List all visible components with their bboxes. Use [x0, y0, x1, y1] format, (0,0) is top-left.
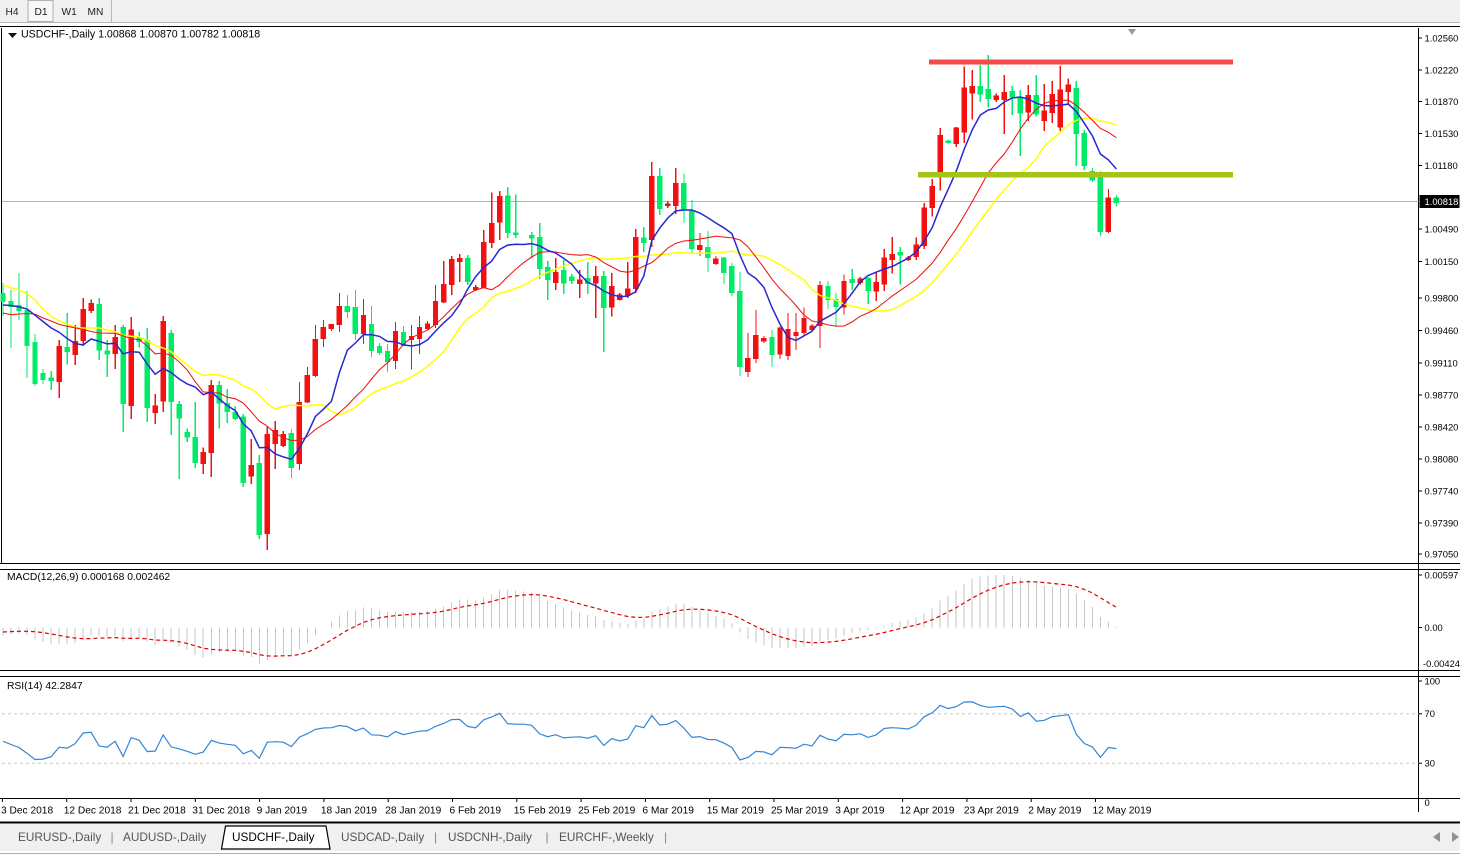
svg-text:W1: W1 [62, 7, 78, 18]
svg-text:1.01180: 1.01180 [1425, 160, 1458, 171]
svg-text:25 Feb 2019: 25 Feb 2019 [578, 806, 636, 817]
svg-text:0.00597: 0.00597 [1425, 569, 1459, 580]
svg-text:1.02220: 1.02220 [1425, 64, 1459, 75]
svg-text:|: | [111, 830, 114, 844]
svg-text:1.00818: 1.00818 [1425, 196, 1459, 207]
svg-text:31 Dec 2018: 31 Dec 2018 [192, 806, 250, 817]
svg-text:100: 100 [1425, 675, 1441, 686]
svg-text:|: | [546, 830, 549, 844]
svg-text:0.97050: 0.97050 [1425, 548, 1459, 559]
svg-text:EURUSD-,Daily: EURUSD-,Daily [18, 830, 101, 844]
svg-text:12 May 2019: 12 May 2019 [1093, 806, 1152, 817]
svg-text:6 Mar 2019: 6 Mar 2019 [642, 806, 694, 817]
svg-text:1.00150: 1.00150 [1425, 256, 1459, 267]
svg-text:USDCAD-,Daily: USDCAD-,Daily [341, 830, 424, 844]
svg-text:USDCHF-,Daily: USDCHF-,Daily [232, 830, 315, 844]
svg-text:23 Apr 2019: 23 Apr 2019 [964, 806, 1019, 817]
svg-text:25 Mar 2019: 25 Mar 2019 [771, 806, 829, 817]
svg-text:0.98770: 0.98770 [1425, 389, 1459, 400]
svg-text:0.99800: 0.99800 [1425, 292, 1459, 303]
svg-text:12 Dec 2018: 12 Dec 2018 [64, 806, 122, 817]
svg-text:MN: MN [88, 7, 104, 18]
svg-text:1.01530: 1.01530 [1425, 128, 1459, 139]
svg-text:AUDUSD-,Daily: AUDUSD-,Daily [123, 830, 206, 844]
svg-text:1.02560: 1.02560 [1425, 32, 1459, 43]
svg-text:RSI(14) 42.2847: RSI(14) 42.2847 [7, 681, 83, 692]
svg-text:MACD(12,26,9) 0.000168 0.00246: MACD(12,26,9) 0.000168 0.002462 [7, 572, 170, 583]
svg-text:0.99460: 0.99460 [1425, 325, 1459, 336]
svg-text:15 Feb 2019: 15 Feb 2019 [514, 806, 572, 817]
svg-text:30: 30 [1425, 758, 1435, 769]
svg-text:21 Dec 2018: 21 Dec 2018 [128, 806, 186, 817]
svg-text:15 Mar 2019: 15 Mar 2019 [707, 806, 765, 817]
svg-text:|: | [434, 830, 437, 844]
svg-text:0.97740: 0.97740 [1425, 485, 1459, 496]
svg-text:H4: H4 [6, 7, 19, 18]
svg-text:28 Jan 2019: 28 Jan 2019 [385, 806, 441, 817]
svg-text:3 Apr 2019: 3 Apr 2019 [835, 806, 885, 817]
svg-text:D1: D1 [35, 7, 48, 18]
svg-text:0.98420: 0.98420 [1425, 421, 1459, 432]
svg-text:1.01870: 1.01870 [1425, 96, 1459, 107]
svg-text:3 Dec 2018: 3 Dec 2018 [1, 806, 53, 817]
svg-text:USDCHF-,Daily 1.00868 1.00870: USDCHF-,Daily 1.00868 1.00870 1.00782 1.… [21, 29, 260, 41]
svg-text:6 Feb 2019: 6 Feb 2019 [450, 806, 502, 817]
svg-text:0.98080: 0.98080 [1425, 453, 1459, 464]
svg-text:USDCNH-,Daily: USDCNH-,Daily [448, 830, 532, 844]
svg-text:1.00490: 1.00490 [1425, 223, 1459, 234]
svg-text:0: 0 [1425, 797, 1430, 808]
svg-text:9 Jan 2019: 9 Jan 2019 [257, 806, 308, 817]
svg-text:0.99110: 0.99110 [1425, 357, 1458, 368]
svg-text:-0.004243: -0.004243 [1423, 658, 1460, 669]
svg-text:18 Jan 2019: 18 Jan 2019 [321, 806, 377, 817]
svg-text:|: | [664, 830, 667, 844]
svg-text:EURCHF-,Weekly: EURCHF-,Weekly [559, 830, 654, 844]
svg-text:0.00: 0.00 [1425, 622, 1443, 633]
svg-text:0.97390: 0.97390 [1425, 517, 1459, 528]
svg-text:70: 70 [1425, 708, 1435, 719]
svg-text:2 May 2019: 2 May 2019 [1028, 806, 1082, 817]
svg-text:12 Apr 2019: 12 Apr 2019 [900, 806, 955, 817]
